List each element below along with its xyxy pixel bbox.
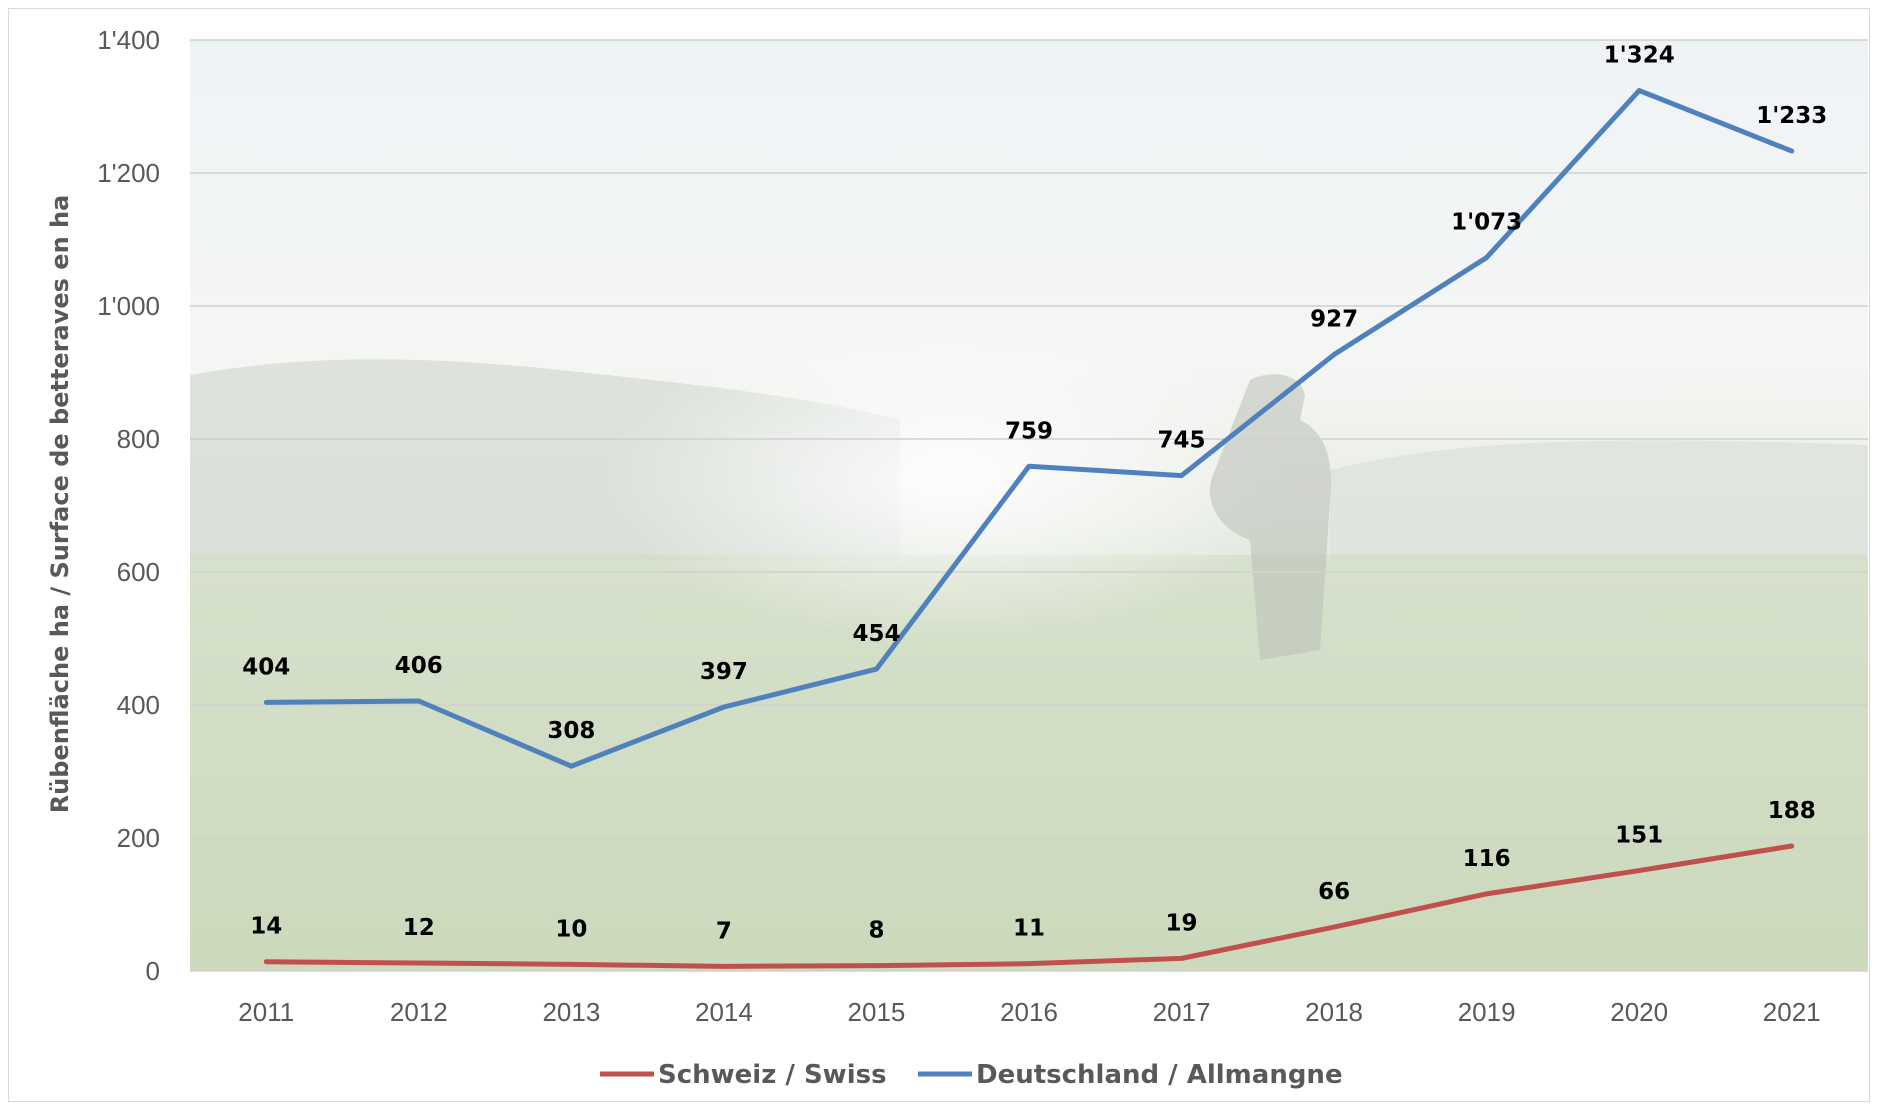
y-tick-label: 600 [117, 557, 160, 587]
x-tick-label: 2021 [1763, 997, 1821, 1027]
x-tick-label: 2013 [542, 997, 600, 1027]
x-tick-label: 2012 [390, 997, 448, 1027]
data-label: 1'233 [1756, 103, 1827, 129]
data-label: 116 [1463, 846, 1511, 872]
data-label: 12 [403, 915, 435, 941]
data-label: 308 [547, 718, 595, 744]
y-axis-tick-labels: 0 200 400 600 800 1'000 1'200 1'400 [97, 25, 160, 986]
gridlines [190, 39, 1868, 972]
y-tick-label: 0 [146, 956, 160, 986]
data-label: 404 [242, 654, 290, 680]
data-label: 19 [1166, 910, 1198, 936]
data-label: 151 [1615, 823, 1663, 849]
data-label: 406 [395, 653, 443, 679]
data-label: 11 [1013, 916, 1045, 942]
data-label: 1'073 [1451, 209, 1522, 235]
data-label: 188 [1768, 798, 1816, 824]
data-label: 745 [1158, 428, 1206, 454]
x-tick-label: 2019 [1458, 997, 1516, 1027]
data-label: 8 [868, 918, 884, 944]
data-label: 397 [700, 659, 748, 685]
data-label: 7 [716, 918, 732, 944]
plot-background-image [190, 40, 1868, 971]
x-axis-tick-labels: 2011 2012 2013 2014 2015 2016 2017 2018 2019 2020… [238, 997, 1820, 1027]
x-tick-label: 2016 [1000, 997, 1058, 1027]
y-tick-label: 200 [117, 823, 160, 853]
x-tick-label: 2017 [1153, 997, 1211, 1027]
y-tick-label: 1'200 [97, 158, 160, 188]
data-label: 10 [555, 916, 587, 942]
x-tick-label: 2015 [848, 997, 906, 1027]
legend-label: Schweiz / Swiss [658, 1060, 887, 1090]
y-tick-label: 800 [117, 424, 160, 454]
y-tick-label: 1'000 [97, 291, 160, 321]
x-tick-label: 2020 [1610, 997, 1668, 1027]
x-tick-label: 2011 [238, 997, 294, 1027]
data-label: 66 [1318, 879, 1350, 905]
y-tick-label: 1'400 [97, 25, 160, 55]
data-label: 454 [852, 621, 900, 647]
legend-label: Deutschland / Allmangne [976, 1060, 1343, 1090]
legend: Schweiz / Swiss Deutschland / Allmangne [600, 1060, 1343, 1090]
data-labels: 14 12 10 7 8 11 19 66 116 151 188 404 406 308 397 454 75… [242, 43, 1827, 945]
series-lines [263, 88, 1795, 969]
y-tick-label: 400 [117, 690, 160, 720]
x-tick-label: 2018 [1305, 997, 1363, 1027]
data-label: 14 [250, 914, 282, 940]
data-label: 759 [1005, 418, 1053, 444]
y-axis-title: Rübenfläche ha / Surface de betteraves e… [46, 195, 74, 814]
data-label: 927 [1310, 307, 1358, 333]
data-label: 1'324 [1604, 43, 1675, 69]
x-tick-label: 2014 [695, 997, 753, 1027]
